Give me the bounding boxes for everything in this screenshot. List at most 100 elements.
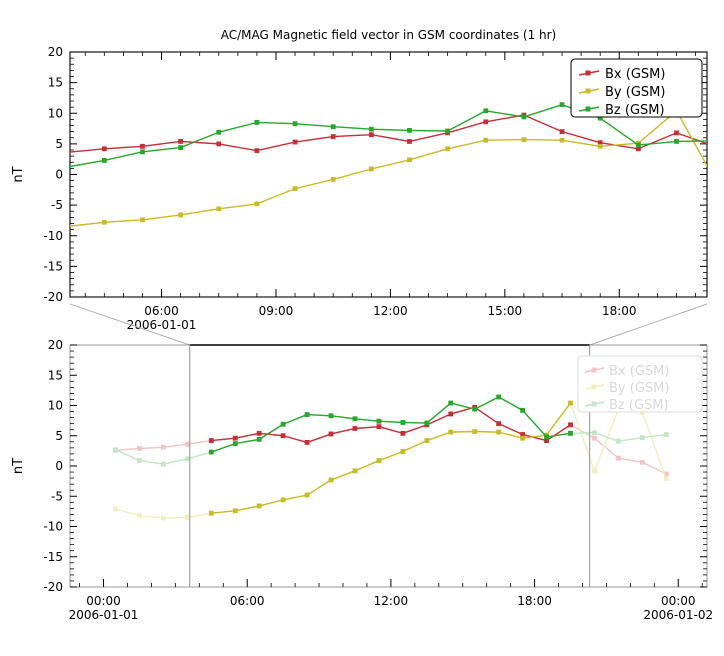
overview-legend-box xyxy=(577,355,703,413)
detail-series-bz-point xyxy=(216,129,222,135)
overview-xtick-label: 00:00 xyxy=(86,594,121,608)
detail-series-bz-line xyxy=(70,103,707,168)
overview-legend-label-bz[interactable]: Bz (GSM) xyxy=(609,398,669,413)
legend-marker-bx xyxy=(585,70,591,76)
detail-series-bx-point xyxy=(674,130,679,136)
overview-series-bz-faded-point xyxy=(137,458,142,463)
overview-series-bz-point xyxy=(256,436,262,442)
detail-series-by-point xyxy=(254,201,260,207)
detail-series-by-point xyxy=(597,143,603,149)
detail-series-bx-point xyxy=(368,132,374,138)
overview-series-bx-point xyxy=(376,424,382,430)
overview-series-by-point xyxy=(472,429,478,434)
detail-series-by-point xyxy=(368,166,374,172)
overview-series-bz-faded-point xyxy=(160,461,166,467)
detail-series-bz-point xyxy=(521,114,527,120)
overview-series-by-point xyxy=(352,468,358,474)
detail-series-bz-point xyxy=(330,124,336,130)
detail-series-bz-point xyxy=(26,171,30,175)
overview-series-bx-faded-point xyxy=(639,459,645,465)
overview-legend-marker-bz xyxy=(591,401,597,407)
detail-series-by-point xyxy=(140,217,145,223)
overview-series-bz-point xyxy=(496,394,502,400)
detail-series-bz-point xyxy=(178,145,184,150)
overview-series-bz-point xyxy=(304,412,310,417)
connector-left xyxy=(69,303,190,346)
overview-legend: Bx (GSM) By (GSM) Bz (GSM) xyxy=(577,355,703,413)
overview-series-bz-group xyxy=(208,394,573,455)
chart-title: AC/MAG Magnetic field vector in GSM coor… xyxy=(221,28,557,42)
overview-series-by-point xyxy=(448,429,454,435)
overview-series-bx-point xyxy=(256,430,262,436)
overview-series-by-faded-point xyxy=(113,506,118,512)
overview-series-bx-point xyxy=(208,438,214,443)
detail-series-bx-point xyxy=(254,148,260,154)
detail-series-by-point xyxy=(292,186,298,191)
detail-series-bz-point xyxy=(635,142,641,148)
overview-series-bx-line xyxy=(210,406,572,444)
overview-legend-marker-by xyxy=(591,384,597,390)
overview-series-bx-faded-point xyxy=(615,455,621,461)
overview-series-bz-point xyxy=(376,418,382,424)
overview-series-bz-faded-point xyxy=(592,430,597,436)
detail-series-bz-point xyxy=(674,139,679,144)
overview-ylabel: nT xyxy=(11,458,26,474)
detail-ytick-label: 5 xyxy=(55,137,63,151)
overview-series-by-point xyxy=(376,458,382,463)
overview-legend-label-bx[interactable]: Bx (GSM) xyxy=(609,364,669,379)
detail-series-bx-point xyxy=(216,141,222,147)
detail-series-by-point xyxy=(330,176,336,182)
overview-ytick-label: 0 xyxy=(55,459,63,473)
overview-series-by-faded-point xyxy=(137,513,142,519)
legend-marker-bz xyxy=(585,106,591,112)
detail-ytick-label: 20 xyxy=(48,45,63,59)
overview-series-bx-point xyxy=(400,430,406,436)
overview-series-bz-faded-point xyxy=(663,432,669,437)
detail-series-by-point xyxy=(216,206,222,212)
overview-series-bz-faded-point xyxy=(113,447,118,453)
overview-legend-label-by[interactable]: By (GSM) xyxy=(609,381,669,396)
overview-series-by-point xyxy=(328,477,334,483)
overview-ytick-label: -15 xyxy=(43,550,63,564)
detail-series-bz-point xyxy=(368,126,374,132)
detail-series-by-point xyxy=(445,146,451,152)
detail-ytick-label: -20 xyxy=(43,290,63,304)
detail-series-bx-point xyxy=(140,143,145,149)
overview-series-by-faded-point xyxy=(592,468,597,474)
overview-ytick-label: 15 xyxy=(48,368,63,382)
overview-series-bx-point xyxy=(448,411,454,417)
detail-series-by-point xyxy=(101,219,107,225)
detail-ytick-label: 15 xyxy=(48,76,63,90)
overview-series-bx-faded-point xyxy=(160,444,166,450)
detail-series-by-line xyxy=(70,110,707,227)
detail-series-bz-point xyxy=(292,121,298,127)
overview-series-by-point xyxy=(520,435,526,441)
detail-series-by-point xyxy=(521,137,527,142)
detail-series-bx-point xyxy=(101,146,107,152)
detail-series-bx-point xyxy=(713,144,717,148)
detail-xtick-date-label: 2006-01-01 xyxy=(127,318,197,332)
overview-series-bx-faded-point xyxy=(592,435,597,441)
legend-label-bx[interactable]: Bx (GSM) xyxy=(605,67,665,82)
overview-series-bz-point xyxy=(568,430,573,436)
detail-series-by-point xyxy=(713,177,717,181)
detail-series-bx-point xyxy=(559,129,565,135)
overview-ytick-label: -20 xyxy=(43,580,63,594)
overview-series-by-line xyxy=(210,402,572,514)
overview-series-bx-faded-group xyxy=(113,404,669,477)
overview-xtick-date-label: 2006-01-02 xyxy=(643,608,713,622)
detail-series-bx-point xyxy=(483,119,489,125)
detail-series-by-group xyxy=(70,108,717,227)
legend-marker-by xyxy=(585,88,591,94)
detail-series-bx-line xyxy=(70,114,707,153)
overview-series-bx-point xyxy=(328,431,334,437)
legend-label-by[interactable]: By (GSM) xyxy=(605,85,665,100)
overview-series-by-faded-point xyxy=(663,476,669,482)
detail-series-bz-group xyxy=(26,102,707,175)
detail-ylabel: nT xyxy=(11,166,26,182)
overview-series-bz-point xyxy=(352,416,358,422)
detail-xtick-label: 09:00 xyxy=(259,304,294,318)
legend-label-bz[interactable]: Bz (GSM) xyxy=(605,103,665,118)
overview-series-by-faded-group xyxy=(113,400,669,521)
